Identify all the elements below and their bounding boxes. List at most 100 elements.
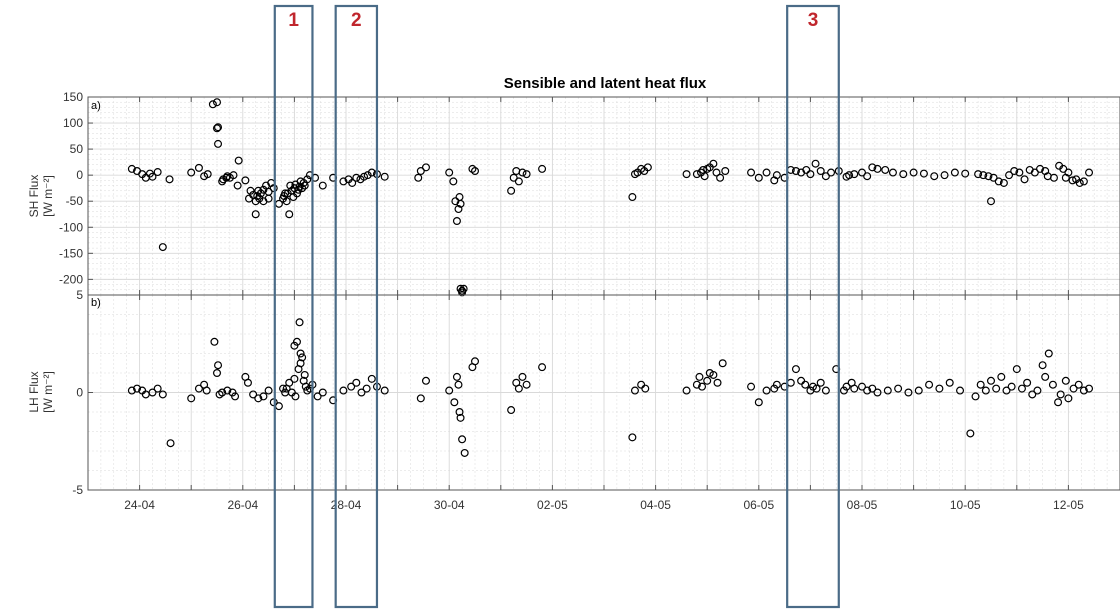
data-point: [984, 172, 993, 181]
data-point: [468, 164, 477, 173]
grid-sh: [87, 96, 1120, 296]
y-tick-label: -50: [66, 194, 84, 208]
data-point: [979, 171, 988, 180]
data-point: [471, 357, 480, 366]
data-point: [999, 178, 1008, 187]
y-tick-label: 5: [76, 288, 83, 302]
x-tick-label: 12-05: [1053, 498, 1084, 512]
data-point: [352, 378, 361, 387]
data-point: [194, 384, 203, 393]
data-point: [974, 170, 983, 179]
data-point: [251, 210, 260, 219]
data-point: [1059, 164, 1068, 173]
data-point: [821, 172, 830, 181]
y-axis-unit-sh: [W m⁻²]: [41, 175, 55, 217]
data-point: [187, 394, 196, 403]
data-point: [628, 193, 637, 202]
data-point: [339, 177, 348, 186]
data-point: [421, 376, 430, 385]
data-point: [452, 372, 461, 381]
data-point: [213, 369, 222, 378]
data-point: [127, 386, 136, 395]
data-point: [514, 177, 523, 186]
data-point: [1085, 384, 1094, 393]
y-axis-unit-lh: [W m⁻²]: [41, 371, 55, 413]
data-point: [857, 382, 866, 391]
data-point: [471, 166, 480, 175]
data-point: [231, 392, 240, 401]
data-point: [318, 181, 327, 190]
data-point: [1054, 398, 1063, 407]
data-point: [712, 168, 721, 177]
data-point: [367, 168, 376, 177]
x-axis-ticks: 24-04 26-04 28-04 30-04 02-05 04-05 06-05 08-05…: [124, 498, 1084, 512]
y-axis-label-sh: SH Flux: [27, 175, 41, 218]
data-point: [454, 380, 463, 389]
data-point: [1017, 384, 1026, 393]
data-point: [459, 284, 468, 293]
series-lh-points: [127, 318, 1094, 457]
data-point: [914, 386, 923, 395]
data-point: [643, 163, 652, 172]
data-point-outlier: [213, 98, 222, 107]
data-point: [1020, 175, 1029, 184]
data-point: [709, 370, 718, 379]
y-tick-label: 150: [63, 90, 83, 104]
data-point: [153, 384, 162, 393]
data-point: [538, 164, 547, 173]
data-point: [233, 181, 242, 190]
data-point: [850, 170, 859, 179]
data-point: [772, 171, 781, 180]
data-point: [421, 163, 430, 172]
data-point: [721, 166, 730, 175]
data-point: [507, 406, 516, 415]
data-point: [283, 189, 292, 198]
data-point: [1005, 171, 1014, 180]
y-axis-label-lh: LH Flux: [27, 371, 41, 412]
data-point: [208, 100, 217, 109]
data-point: [1023, 378, 1032, 387]
data-point: [234, 156, 243, 165]
x-tick-label: 08-05: [847, 498, 878, 512]
data-point: [455, 408, 464, 417]
data-point: [1079, 177, 1088, 186]
data-point: [214, 361, 223, 370]
data-point: [1002, 386, 1011, 395]
data-point: [899, 170, 908, 179]
data-point: [888, 168, 897, 177]
data-point: [1075, 178, 1084, 187]
data-point: [698, 382, 707, 391]
data-point: [202, 386, 211, 395]
panel-letter-a: a): [91, 100, 101, 112]
data-point: [153, 168, 162, 177]
y-tick-label: 100: [63, 116, 83, 130]
data-point: [1074, 380, 1083, 389]
data-point: [976, 380, 985, 389]
data-point: [285, 210, 294, 219]
data-point: [222, 173, 231, 182]
x-tick-label: 02-05: [537, 498, 568, 512]
data-point: [1030, 168, 1039, 177]
data-point: [966, 429, 975, 438]
data-point: [1044, 349, 1053, 358]
y-ticks-lh: 5 0 -5: [72, 288, 93, 497]
data-point: [241, 176, 250, 185]
data-point: [246, 186, 255, 195]
data-point: [762, 386, 771, 395]
data-point: [994, 177, 1003, 186]
data-point: [300, 370, 309, 379]
data-point: [445, 168, 454, 177]
data-point: [1033, 386, 1042, 395]
data-point: [747, 168, 756, 177]
data-point: [961, 169, 970, 178]
data-point: [360, 172, 369, 181]
data-point: [318, 388, 327, 397]
data-point: [904, 388, 913, 397]
data-point: [850, 384, 859, 393]
data-point: [507, 186, 516, 195]
x-tick-label: 10-05: [950, 498, 981, 512]
data-point: [981, 386, 990, 395]
y-tick-label: -100: [59, 220, 83, 234]
data-point: [1012, 365, 1021, 374]
data-point: [1064, 394, 1073, 403]
